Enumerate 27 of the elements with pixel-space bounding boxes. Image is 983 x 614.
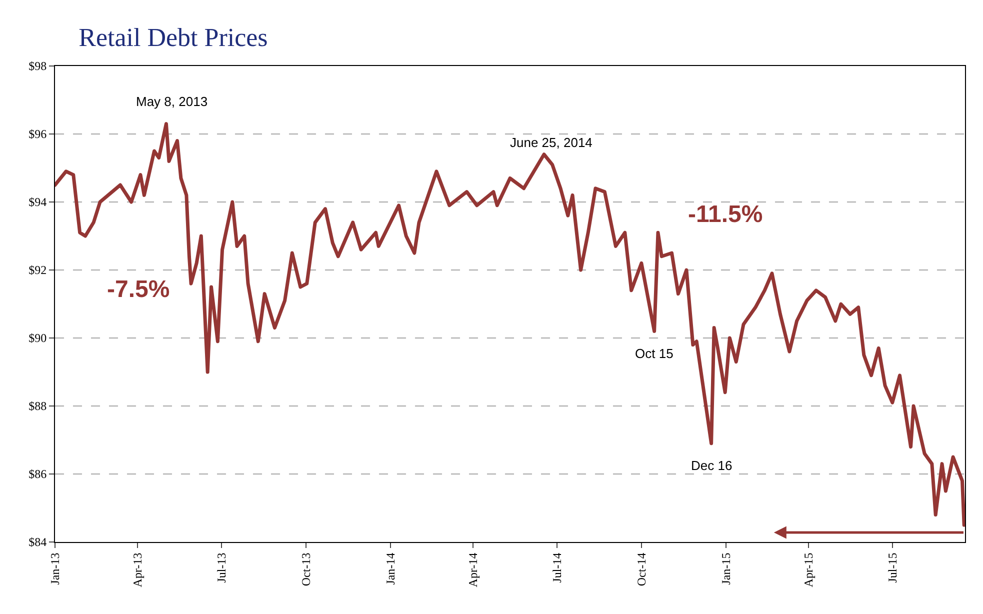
x-tick-label: Jan-14 bbox=[383, 552, 398, 585]
annotation: Oct 15 bbox=[635, 346, 674, 361]
annotation: May 8, 2013 bbox=[136, 94, 208, 109]
x-tick-label: Jul-13 bbox=[214, 552, 228, 583]
chart-title: Retail Debt Prices bbox=[78, 22, 268, 52]
x-tick-label: Jul-15 bbox=[885, 552, 900, 583]
x-tick-label: Apr-15 bbox=[802, 552, 816, 588]
x-tick-label: Apr-13 bbox=[130, 552, 145, 588]
annotation: -7.5% bbox=[107, 276, 170, 303]
y-tick-label: $90 bbox=[28, 331, 47, 346]
y-tick-label: $92 bbox=[28, 263, 47, 278]
y-tick-label: $86 bbox=[28, 467, 47, 482]
annotation: -11.5% bbox=[688, 201, 763, 228]
x-tick-label: Jan-15 bbox=[718, 552, 733, 585]
line-series bbox=[55, 122, 965, 527]
y-tick-label: $96 bbox=[28, 127, 47, 142]
x-tick-label: Jan-13 bbox=[48, 552, 62, 585]
x-tick-label: Oct-14 bbox=[634, 552, 648, 586]
annotation: Dec 16 bbox=[691, 458, 732, 473]
y-tick-label: $84 bbox=[28, 535, 47, 550]
x-tick-label: Jul-14 bbox=[550, 552, 564, 583]
y-tick-label: $94 bbox=[28, 195, 47, 210]
y-tick-label: $88 bbox=[28, 399, 47, 414]
x-tick-label: Oct-13 bbox=[298, 552, 313, 586]
y-tick-label: $98 bbox=[28, 59, 47, 74]
annotation: June 25, 2014 bbox=[510, 135, 592, 150]
x-tick-label: Apr-14 bbox=[466, 552, 480, 588]
